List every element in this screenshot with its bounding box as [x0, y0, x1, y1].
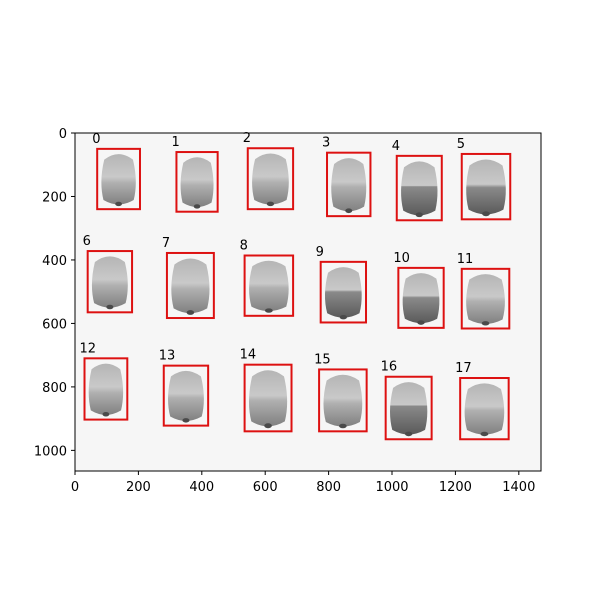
- x-tick-label: 200: [126, 480, 151, 495]
- seed-14: [248, 370, 288, 427]
- seed-tip-9: [339, 314, 347, 320]
- box-label-2: 2: [243, 131, 251, 146]
- seed-3: [331, 158, 367, 212]
- bounding-box-17: [459, 377, 510, 441]
- y-tick-label: 0: [59, 127, 67, 142]
- bounding-box-4: [395, 154, 443, 222]
- seed-tip-11: [481, 321, 490, 326]
- box-label-4: 4: [392, 139, 400, 154]
- box-label-10: 10: [393, 251, 410, 266]
- seed-16: [389, 382, 428, 435]
- box-label-9: 9: [316, 245, 324, 260]
- seed-10: [402, 273, 440, 324]
- seed-tip-10: [417, 320, 425, 325]
- seed-tip-0: [115, 201, 122, 207]
- box-label-17: 17: [455, 361, 472, 376]
- x-tick-label: 1200: [439, 480, 472, 495]
- seed-5: [466, 159, 506, 215]
- seed-9: [324, 267, 362, 318]
- bounding-box-16: [384, 375, 433, 441]
- seed-tip-1: [193, 204, 201, 209]
- box-label-8: 8: [240, 239, 248, 254]
- seed-tip-13: [182, 418, 190, 423]
- y-tick-label: 1000: [34, 444, 67, 459]
- bounding-box-1: [175, 151, 219, 213]
- seed-13: [168, 370, 204, 421]
- seed-tip-3: [345, 208, 353, 214]
- image-area: [75, 133, 541, 471]
- seed-0: [101, 154, 136, 205]
- seed-2: [252, 153, 289, 205]
- x-tick-label: 800: [316, 480, 341, 495]
- bounding-box-15: [318, 368, 368, 433]
- bounding-box-9: [319, 260, 368, 324]
- seed-1: [180, 157, 214, 208]
- box-label-15: 15: [314, 352, 331, 367]
- box-label-1: 1: [171, 135, 179, 150]
- box-label-6: 6: [83, 234, 91, 249]
- bounding-box-8: [243, 254, 295, 317]
- seed-tip-14: [264, 423, 272, 429]
- bounding-box-2: [246, 147, 295, 211]
- box-label-16: 16: [381, 360, 398, 375]
- bounding-box-11: [460, 267, 511, 330]
- box-label-14: 14: [240, 348, 257, 363]
- bounding-box-13: [162, 364, 210, 427]
- y-tick-label: 400: [42, 254, 67, 269]
- axes-frame: [74, 132, 542, 472]
- seed-12: [88, 363, 124, 415]
- seed-tip-17: [480, 431, 489, 437]
- seed-tip-15: [339, 423, 347, 429]
- seed-6: [91, 256, 128, 308]
- bounding-box-3: [326, 151, 372, 218]
- y-tick-label: 800: [42, 381, 67, 396]
- bounding-box-12: [83, 357, 129, 421]
- x-axis: 0 200 400 600 800 1000 1200 1400: [71, 471, 535, 495]
- seed-11: [466, 274, 505, 324]
- x-tick-label: 0: [71, 480, 79, 495]
- box-label-11: 11: [457, 252, 474, 267]
- seed-17: [464, 383, 505, 435]
- bounding-box-10: [397, 266, 445, 329]
- seed-tip-4: [415, 212, 423, 218]
- seed-7: [171, 258, 210, 314]
- seed-8: [249, 260, 289, 312]
- box-label-12: 12: [80, 341, 97, 356]
- box-label-7: 7: [162, 236, 170, 251]
- bounding-box-0: [96, 147, 141, 211]
- seed-tip-2: [266, 201, 275, 207]
- x-tick-label: 1400: [502, 480, 535, 495]
- box-label-0: 0: [92, 132, 100, 147]
- y-axis: 0 200 400 600 800 1000: [34, 127, 75, 459]
- seed-tip-7: [186, 310, 195, 315]
- y-tick-label: 600: [42, 317, 67, 332]
- bounding-box-6: [86, 250, 134, 314]
- seed-tip-6: [106, 304, 114, 310]
- seed-tip-16: [404, 431, 413, 437]
- seed-tip-12: [102, 412, 110, 417]
- seed-tip-5: [482, 211, 490, 217]
- box-label-13: 13: [159, 349, 176, 364]
- bounding-box-7: [165, 251, 215, 320]
- y-tick-label: 200: [42, 190, 67, 205]
- x-tick-label: 400: [189, 480, 214, 495]
- bounding-box-5: [460, 152, 512, 221]
- box-label-3: 3: [322, 136, 330, 151]
- x-tick-label: 600: [253, 480, 278, 495]
- x-tick-label: 1000: [375, 480, 408, 495]
- seed-15: [323, 374, 363, 427]
- image-background: [75, 133, 541, 471]
- seed-tip-8: [264, 308, 273, 313]
- bounding-box-14: [243, 363, 293, 433]
- seed-4: [401, 161, 438, 216]
- box-label-5: 5: [457, 137, 465, 152]
